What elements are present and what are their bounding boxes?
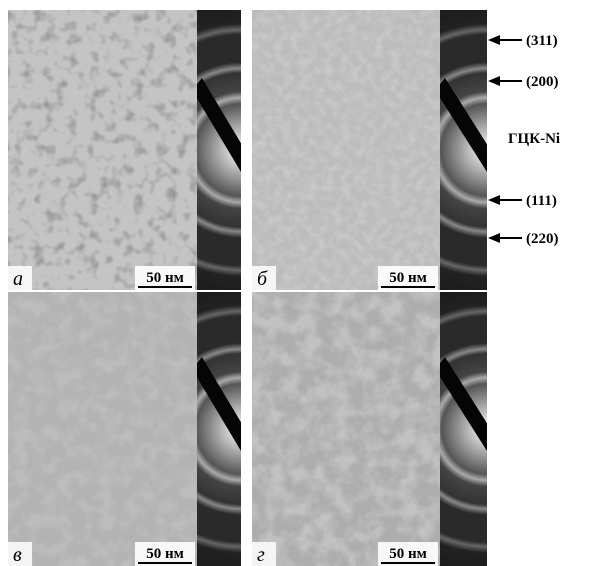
scale-text: 50 нм (389, 270, 427, 286)
micrograph-texture (8, 292, 197, 566)
panel-label: а (13, 268, 23, 290)
panel: г 50 нм (252, 292, 487, 566)
diffraction-pattern (197, 292, 241, 566)
diffraction-pattern (197, 10, 241, 290)
beam-stop (197, 78, 241, 172)
beam-stop (197, 357, 241, 451)
diffraction-rings (440, 292, 487, 566)
beam-stop (440, 357, 487, 451)
panel: а 50 нм (8, 10, 241, 290)
arrow-head (488, 35, 500, 45)
label-bg (252, 266, 276, 290)
diffraction-pattern (440, 10, 487, 290)
ring-index: (111) (526, 193, 557, 209)
panel: б 50 нм (252, 10, 487, 290)
arrow-head (488, 195, 500, 205)
panel-label: б (257, 268, 268, 290)
scale-text: 50 нм (146, 546, 184, 562)
scale-text: 50 нм (389, 546, 427, 562)
beam-stop (440, 78, 487, 172)
diffraction-rings (197, 292, 241, 566)
ring-index: (220) (526, 231, 559, 247)
arrow-head (488, 76, 500, 86)
ring-index: (200) (526, 74, 559, 90)
label-bg (252, 542, 276, 566)
ring-index: (311) (526, 33, 558, 49)
micrograph-texture (8, 10, 197, 290)
label-bg (8, 266, 32, 290)
scale-text: 50 нм (146, 270, 184, 286)
arrow-head (488, 233, 500, 243)
diffraction-rings (197, 10, 241, 290)
micrograph-texture (252, 292, 440, 566)
label-bg (8, 542, 32, 566)
panel: в 50 нм (8, 292, 241, 566)
panel-label: г (257, 544, 265, 566)
diffraction-pattern (440, 292, 487, 566)
phase-label: ГЦК-Ni (508, 131, 560, 147)
diffraction-rings (440, 10, 487, 290)
micrograph-texture (252, 10, 440, 290)
panel-label: в (13, 544, 22, 566)
